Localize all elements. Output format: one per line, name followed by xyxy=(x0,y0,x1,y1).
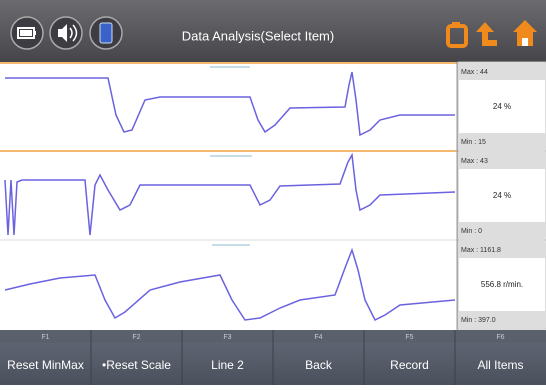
waveform xyxy=(4,247,456,322)
current-value: 24 % xyxy=(493,191,511,200)
min-label: Min : 0 xyxy=(461,228,482,235)
current-value: 24 % xyxy=(493,102,511,111)
max-row xyxy=(458,152,546,169)
key-label: F6 xyxy=(496,334,504,341)
button-label[interactable]: •Reset Scale xyxy=(102,358,171,372)
key-label: F4 xyxy=(314,334,322,341)
key-label: F5 xyxy=(405,334,413,341)
button-label[interactable]: Reset MinMax xyxy=(7,358,84,372)
device-icon[interactable] xyxy=(89,16,123,50)
button-label[interactable]: Back xyxy=(305,358,333,372)
home-icon[interactable] xyxy=(513,20,537,46)
min-label: Min : 397.0 xyxy=(461,317,496,324)
max-row xyxy=(458,63,546,80)
waveform xyxy=(4,152,456,236)
button-label[interactable]: All Items xyxy=(477,358,523,372)
key-label: F3 xyxy=(223,334,231,341)
max-label: Max : 1161.8 xyxy=(461,247,501,254)
current-value: 556.8 r/min. xyxy=(481,280,523,289)
sound-icon[interactable] xyxy=(49,16,83,50)
button-label[interactable]: Record xyxy=(390,358,429,372)
min-row xyxy=(458,311,546,328)
key-label: F2 xyxy=(132,334,140,341)
graph-area xyxy=(0,62,457,330)
waveform xyxy=(5,71,455,137)
min-row xyxy=(458,133,546,150)
page-title: Data Analysis(Select Item) xyxy=(182,28,334,43)
max-row xyxy=(458,241,546,258)
button-label[interactable]: Line 2 xyxy=(211,358,244,372)
min-row xyxy=(458,222,546,239)
snapshot-icon[interactable] xyxy=(446,22,468,48)
key-label: F1 xyxy=(41,334,49,341)
min-label: Min : 15 xyxy=(461,139,486,146)
max-label: Max : 43 xyxy=(461,158,488,165)
battery-icon[interactable] xyxy=(10,16,44,50)
back-icon[interactable] xyxy=(476,22,497,46)
max-label: Max : 44 xyxy=(461,69,488,76)
